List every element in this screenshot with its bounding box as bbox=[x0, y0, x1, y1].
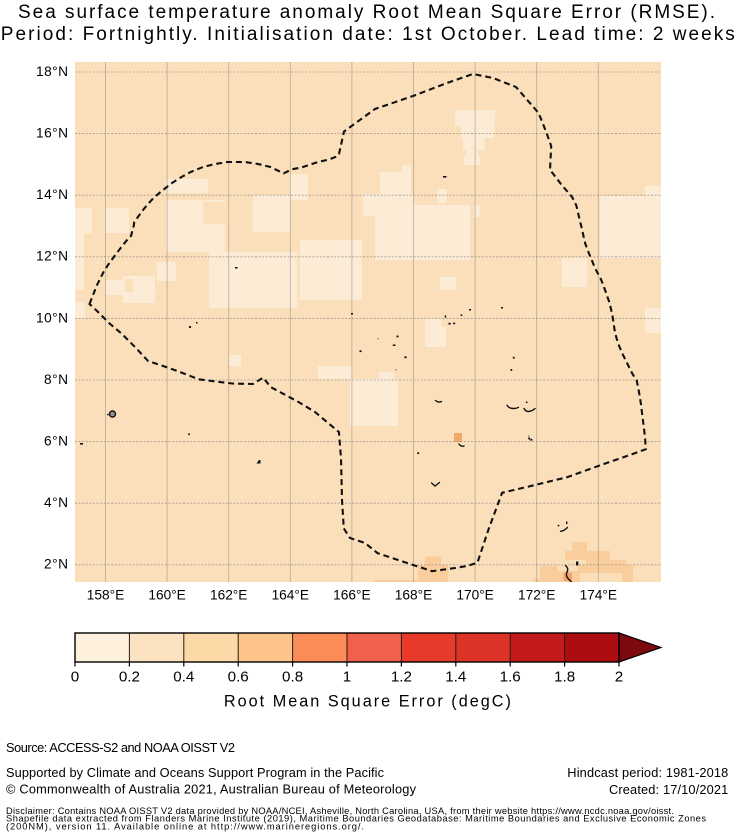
svg-text:18°N: 18°N bbox=[36, 64, 68, 79]
svg-text:14°N: 14°N bbox=[36, 187, 68, 202]
svg-text:160°E: 160°E bbox=[148, 587, 185, 602]
svg-text:10°N: 10°N bbox=[36, 310, 68, 325]
svg-text:12°N: 12°N bbox=[36, 249, 68, 264]
svg-text:Created: 17/10/2021: Created: 17/10/2021 bbox=[609, 782, 728, 797]
svg-text:162°E: 162°E bbox=[210, 587, 247, 602]
svg-text:16°N: 16°N bbox=[36, 126, 68, 141]
svg-text:Hindcast period: 1981-2018: Hindcast period: 1981-2018 bbox=[567, 765, 728, 780]
svg-text:Period: Fortnightly. Initialis: Period: Fortnightly. Initialisation date… bbox=[1, 24, 735, 45]
svg-text:0.4: 0.4 bbox=[173, 669, 194, 686]
svg-text:164°E: 164°E bbox=[272, 587, 309, 602]
svg-text:1: 1 bbox=[343, 669, 351, 686]
svg-text:0.6: 0.6 bbox=[228, 669, 249, 686]
svg-text:© Commonwealth of Australia 20: © Commonwealth of Australia 2021, Austra… bbox=[6, 781, 417, 796]
svg-text:8°N: 8°N bbox=[44, 372, 68, 387]
svg-text:4°N: 4°N bbox=[44, 495, 68, 510]
svg-text:174°E: 174°E bbox=[580, 587, 617, 602]
svg-text:Disclaimer: Contains NOAA OISS: Disclaimer: Contains NOAA OISST V2 data … bbox=[6, 806, 674, 816]
svg-text:Source: ACCESS-S2 and NOAA OIS: Source: ACCESS-S2 and NOAA OISST V2 bbox=[6, 740, 235, 755]
svg-text:170°E: 170°E bbox=[456, 587, 493, 602]
svg-text:Supported by Climate and Ocean: Supported by Climate and Oceans Support … bbox=[6, 765, 385, 780]
svg-text:2°N: 2°N bbox=[44, 557, 68, 572]
svg-text:Sea surface temperature anomal: Sea surface temperature anomaly Root Mea… bbox=[18, 2, 715, 23]
svg-text:158°E: 158°E bbox=[87, 587, 124, 602]
svg-text:(200NM), version 11. Available: (200NM), version 11. Available online at… bbox=[6, 822, 364, 832]
svg-text:Root Mean Square Error (degC): Root Mean Square Error (degC) bbox=[224, 692, 511, 710]
svg-text:1.8: 1.8 bbox=[554, 669, 575, 686]
svg-text:1.6: 1.6 bbox=[500, 669, 521, 686]
svg-text:6°N: 6°N bbox=[44, 434, 68, 449]
svg-text:166°E: 166°E bbox=[333, 587, 370, 602]
svg-text:168°E: 168°E bbox=[395, 587, 432, 602]
svg-text:0: 0 bbox=[71, 669, 79, 686]
svg-text:1.4: 1.4 bbox=[445, 669, 466, 686]
svg-text:0.2: 0.2 bbox=[119, 669, 140, 686]
svg-text:1.2: 1.2 bbox=[391, 669, 412, 686]
svg-text:172°E: 172°E bbox=[518, 587, 555, 602]
svg-text:2: 2 bbox=[615, 669, 623, 686]
svg-text:0.8: 0.8 bbox=[282, 669, 303, 686]
svg-text:Shapefile data extracted from: Shapefile data extracted from Flanders M… bbox=[6, 814, 706, 824]
